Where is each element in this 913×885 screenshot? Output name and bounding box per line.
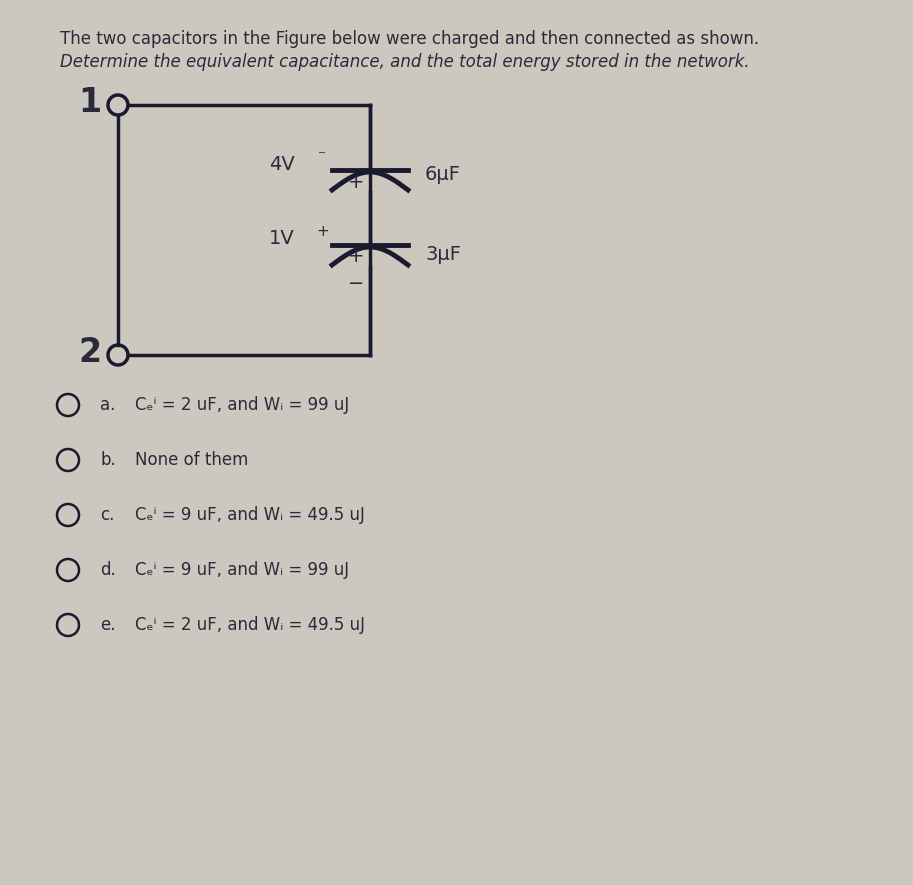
Text: 6μF: 6μF — [425, 165, 461, 184]
Text: Determine the equivalent capacitance, and the total energy stored in the network: Determine the equivalent capacitance, an… — [60, 53, 750, 71]
Text: e.: e. — [100, 616, 116, 634]
Text: 3μF: 3μF — [425, 245, 461, 265]
Text: 2: 2 — [79, 336, 101, 370]
Text: d.: d. — [100, 561, 116, 579]
Text: Cₑⁱ = 2 uF, and Wᵢ = 49.5 uJ: Cₑⁱ = 2 uF, and Wᵢ = 49.5 uJ — [135, 616, 365, 634]
Text: Cₑⁱ = 9 uF, and Wᵢ = 99 uJ: Cₑⁱ = 9 uF, and Wᵢ = 99 uJ — [135, 561, 349, 579]
Text: ⁻: ⁻ — [318, 149, 326, 164]
Text: 1V: 1V — [269, 229, 295, 249]
Text: −: − — [348, 273, 364, 293]
Text: 1: 1 — [79, 87, 101, 119]
Text: Cₑⁱ = 2 uF, and Wᵢ = 99 uJ: Cₑⁱ = 2 uF, and Wᵢ = 99 uJ — [135, 396, 350, 414]
Text: The two capacitors in the Figure below were charged and then connected as shown.: The two capacitors in the Figure below w… — [60, 30, 759, 48]
Text: b.: b. — [100, 451, 116, 469]
Text: Cₑⁱ = 9 uF, and Wᵢ = 49.5 uJ: Cₑⁱ = 9 uF, and Wᵢ = 49.5 uJ — [135, 506, 365, 524]
Text: None of them: None of them — [135, 451, 248, 469]
Text: c.: c. — [100, 506, 114, 524]
Text: +: + — [316, 224, 329, 238]
Text: +: + — [348, 173, 364, 191]
Text: 4V: 4V — [269, 155, 295, 173]
Text: a.: a. — [100, 396, 115, 414]
Text: +: + — [348, 248, 364, 266]
